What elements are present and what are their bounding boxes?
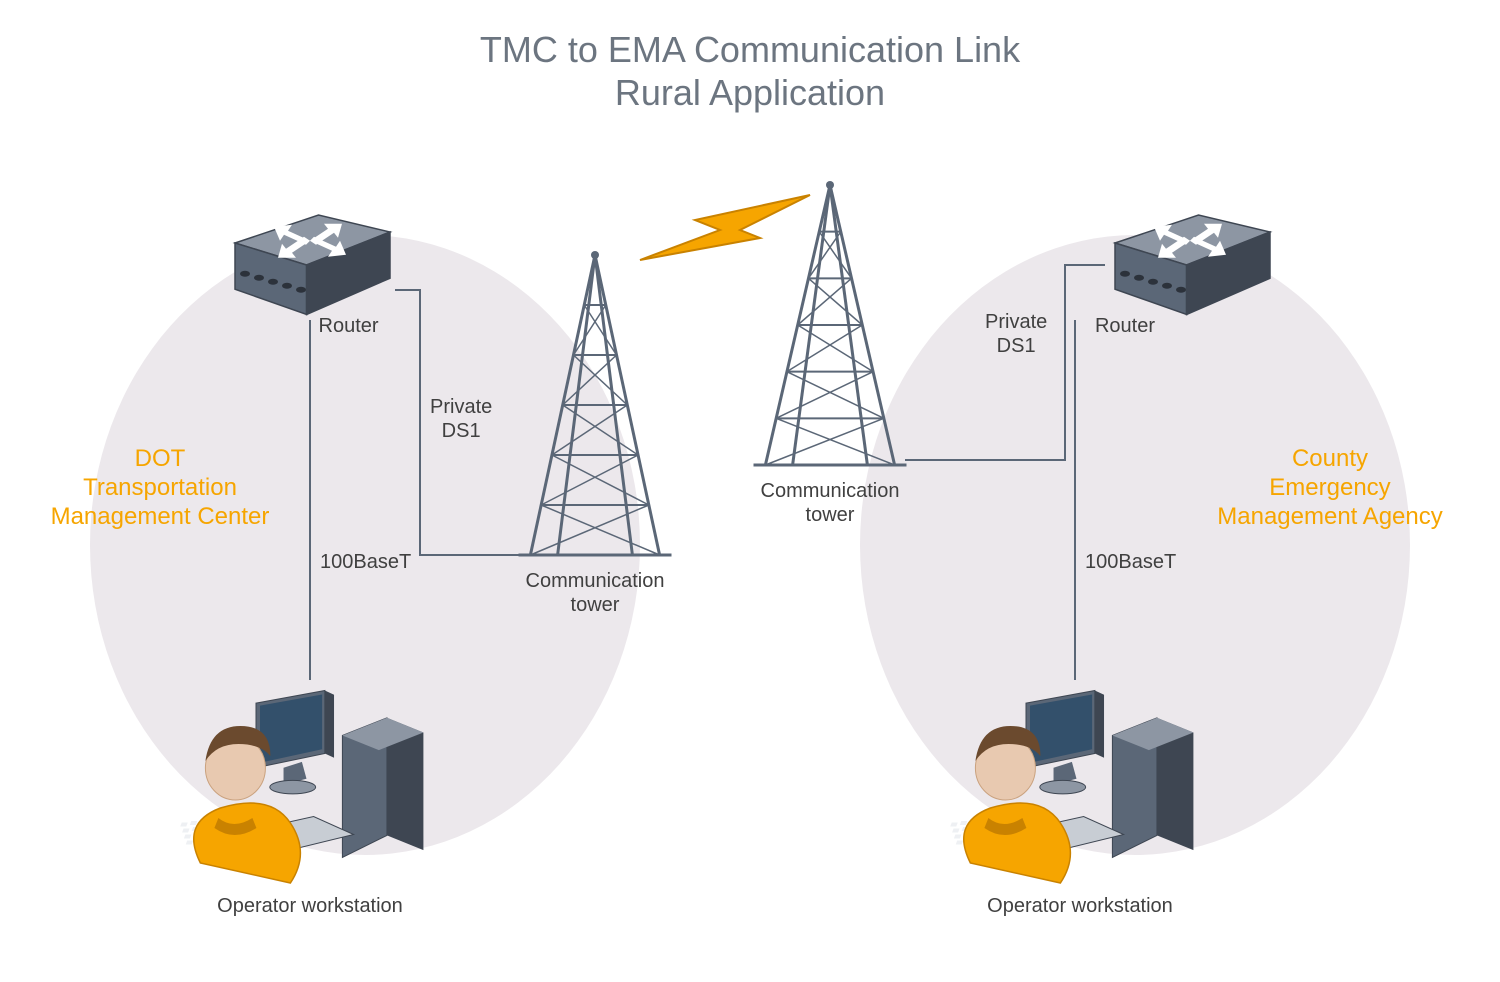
router-left-icon xyxy=(225,210,395,320)
org-right: CountyEmergencyManagement Agency xyxy=(1200,445,1460,531)
router-left: Router xyxy=(225,210,395,320)
router-left-label: Router xyxy=(319,314,439,338)
ws-left-label: Operator workstation xyxy=(175,894,445,918)
tower-right-icon xyxy=(745,175,915,475)
e-router-ws-right-label: 100BaseT xyxy=(1085,550,1176,574)
ws-right: Operator workstation xyxy=(945,680,1215,890)
tower-right-label: Communication tower xyxy=(745,479,915,527)
router-right-icon xyxy=(1105,210,1275,320)
org-left: DOTTransportationManagement Center xyxy=(30,445,290,531)
tower-left: Communication tower xyxy=(510,245,680,565)
ws-right-icon xyxy=(945,680,1215,890)
ws-left-icon xyxy=(175,680,445,890)
router-right: Router xyxy=(1105,210,1275,320)
e-router-tower-left-label: PrivateDS1 xyxy=(430,395,492,443)
tower-left-icon xyxy=(510,245,680,565)
tower-left-label: Communication tower xyxy=(510,569,680,617)
e-router-ws-left-label: 100BaseT xyxy=(320,550,411,574)
router-right-label: Router xyxy=(1035,314,1155,338)
ws-left: Operator workstation xyxy=(175,680,445,890)
ws-right-label: Operator workstation xyxy=(945,894,1215,918)
tower-right: Communication tower xyxy=(745,175,915,475)
